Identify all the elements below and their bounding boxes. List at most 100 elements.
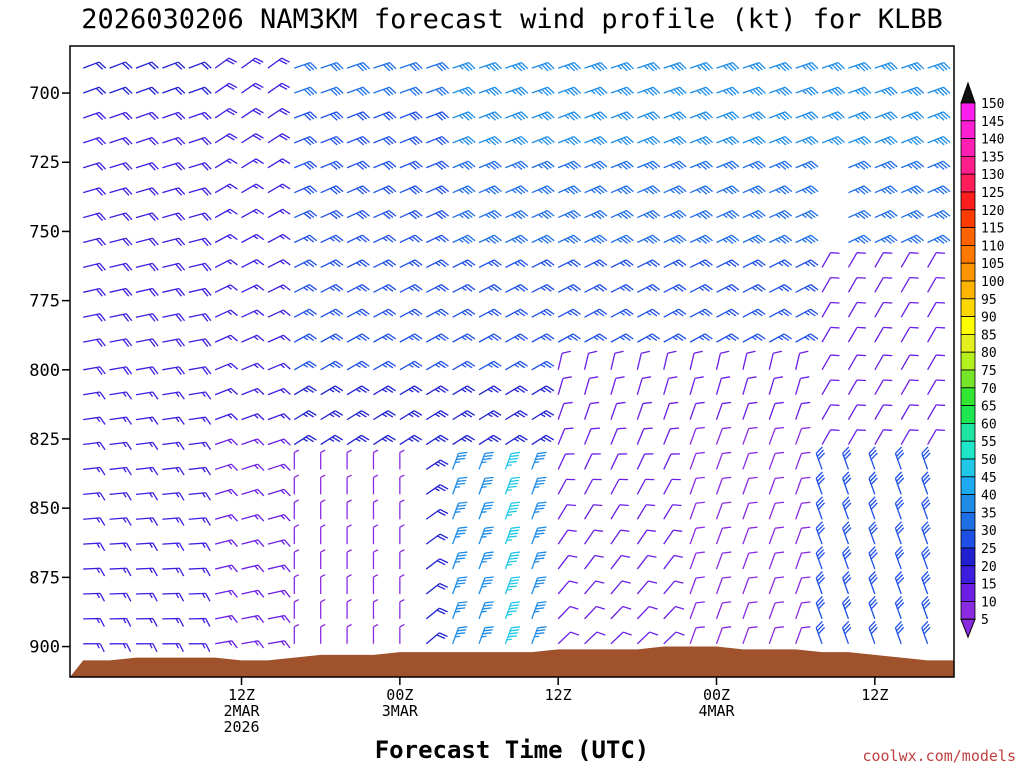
wind-barb bbox=[135, 262, 159, 272]
wind-barb bbox=[610, 376, 625, 395]
wind-barb bbox=[894, 571, 905, 595]
wind-barb bbox=[293, 449, 300, 470]
wind-barb bbox=[505, 410, 528, 421]
wind-barb bbox=[610, 209, 634, 220]
wind-barb bbox=[373, 209, 397, 220]
wind-barb bbox=[372, 524, 379, 545]
wind-barb bbox=[715, 576, 732, 595]
wind-barb bbox=[267, 284, 291, 293]
colorbar-label: 125 bbox=[981, 186, 1004, 201]
wind-barb bbox=[927, 234, 951, 244]
wind-barb bbox=[267, 208, 291, 219]
wind-barb bbox=[83, 187, 107, 196]
x-tick-label: 4MAR bbox=[698, 702, 735, 720]
wind-barb bbox=[505, 259, 529, 268]
wind-barb bbox=[637, 111, 661, 121]
wind-barb bbox=[188, 366, 212, 375]
wind-barb bbox=[716, 61, 740, 72]
wind-barb bbox=[188, 162, 212, 171]
wind-barb bbox=[293, 333, 317, 343]
wind-barb bbox=[768, 476, 785, 495]
wind-barb bbox=[135, 441, 159, 451]
wind-barb bbox=[346, 86, 370, 97]
wind-barb bbox=[894, 595, 905, 620]
wind-barb bbox=[109, 136, 133, 146]
wind-barb bbox=[921, 620, 931, 645]
wind-barb bbox=[135, 366, 159, 375]
wind-barb bbox=[346, 333, 370, 343]
colorbar-label: 55 bbox=[981, 435, 997, 450]
wind-barb bbox=[821, 111, 845, 121]
wind-barb bbox=[557, 111, 582, 121]
wind-barb bbox=[452, 576, 468, 595]
wind-barb bbox=[531, 135, 555, 146]
wind-barb bbox=[82, 61, 107, 70]
y-tick-label: 800 bbox=[29, 361, 60, 381]
wind-barb bbox=[610, 185, 634, 195]
wind-barb bbox=[478, 360, 502, 371]
wind-barb bbox=[293, 623, 300, 644]
wind-barb bbox=[373, 111, 397, 121]
x-axis-label: Forecast Time (UTC) bbox=[375, 736, 650, 764]
wind-barb bbox=[768, 426, 785, 445]
wind-barb bbox=[478, 61, 502, 72]
wind-barb bbox=[135, 517, 159, 526]
wind-barb bbox=[109, 391, 133, 400]
wind-barb bbox=[795, 209, 819, 220]
wind-barb bbox=[768, 526, 785, 545]
wind-barb bbox=[399, 549, 405, 570]
wind-barb bbox=[689, 626, 705, 645]
wind-barb bbox=[557, 308, 581, 318]
wind-barb bbox=[293, 434, 317, 446]
wind-barb bbox=[874, 429, 893, 445]
wind-barb bbox=[716, 111, 740, 121]
wind-barb bbox=[188, 391, 212, 400]
wind-barb bbox=[188, 643, 211, 653]
wind-barb bbox=[531, 526, 547, 545]
wind-barb bbox=[584, 554, 604, 570]
colorbar-label: 110 bbox=[981, 239, 1004, 254]
wind-barb bbox=[109, 441, 132, 451]
wind-barb bbox=[663, 350, 677, 370]
wind-barb bbox=[716, 234, 740, 244]
y-tick-label: 825 bbox=[29, 430, 60, 450]
y-axis: 700 725 750 775 800 825 850 875 900 bbox=[29, 84, 70, 658]
wind-barb bbox=[921, 521, 931, 545]
wind-barb bbox=[452, 451, 468, 470]
wind-barb bbox=[478, 234, 502, 244]
wind-barb bbox=[241, 158, 264, 169]
wind-barb bbox=[373, 160, 397, 171]
wind-barb bbox=[188, 86, 212, 95]
wind-barb bbox=[373, 61, 397, 72]
wind-barb bbox=[847, 354, 866, 371]
wind-barb bbox=[162, 61, 186, 70]
colorbar-segment bbox=[960, 173, 976, 193]
wind-barb bbox=[294, 111, 318, 121]
wind-barb bbox=[135, 617, 158, 627]
wind-barb bbox=[452, 209, 476, 220]
colorbar-top-arrow bbox=[960, 81, 976, 104]
wind-barb bbox=[531, 410, 555, 421]
wind-barb bbox=[346, 135, 370, 146]
wind-barb bbox=[637, 209, 661, 220]
wind-barb bbox=[188, 61, 212, 70]
wind-barb bbox=[241, 183, 265, 194]
wind-barb bbox=[689, 476, 705, 495]
wind-barb bbox=[478, 526, 494, 545]
wind-barb bbox=[815, 521, 826, 545]
wind-barb bbox=[372, 499, 379, 520]
wind-barb bbox=[610, 135, 634, 146]
wind-barb bbox=[293, 599, 300, 619]
wind-barb bbox=[531, 86, 555, 97]
wind-barb bbox=[214, 564, 238, 573]
wind-barb bbox=[742, 259, 766, 268]
wind-barb bbox=[373, 308, 397, 318]
wind-barb bbox=[842, 620, 852, 645]
wind-barb bbox=[373, 185, 397, 195]
colorbar-label: 140 bbox=[981, 133, 1004, 148]
wind-barb bbox=[927, 135, 951, 146]
wind-barb bbox=[399, 185, 423, 195]
wind-barb bbox=[373, 410, 396, 421]
wind-barb bbox=[742, 160, 766, 171]
wind-barb bbox=[346, 599, 352, 619]
